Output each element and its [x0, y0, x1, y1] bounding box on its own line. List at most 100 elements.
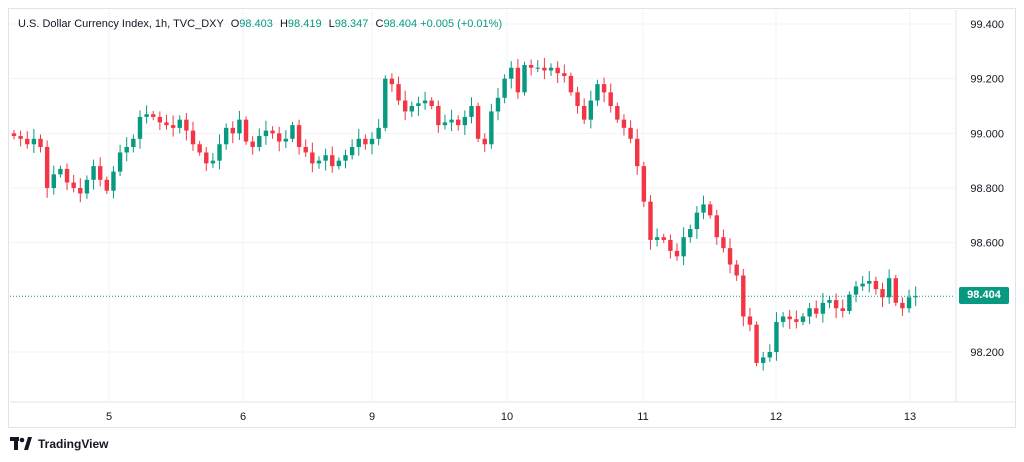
- candle-body: [124, 147, 129, 153]
- candle-body: [177, 119, 182, 128]
- x-tick-label: 13: [904, 411, 916, 423]
- high-value: 98.419: [287, 18, 322, 30]
- candle-body: [847, 294, 852, 311]
- x-tick-label: 10: [501, 411, 513, 423]
- candle-body: [257, 136, 262, 147]
- candle-body: [800, 316, 806, 322]
- candle-body: [436, 106, 441, 126]
- candle-body: [277, 133, 282, 142]
- x-tick-label: 9: [369, 411, 375, 423]
- candle-body: [814, 308, 819, 314]
- y-tick-label: 99.200: [970, 74, 1004, 86]
- candle-body: [635, 138, 640, 167]
- candle-body: [654, 237, 660, 240]
- candle-body: [827, 300, 832, 303]
- candle-body: [522, 65, 527, 93]
- tradingview-brand-text: TradingView: [38, 437, 109, 451]
- candle-body: [157, 116, 163, 123]
- candle-body: [747, 316, 753, 325]
- x-tick-label: 11: [637, 411, 648, 423]
- candle-body: [356, 138, 361, 147]
- close-label: C: [375, 18, 384, 30]
- y-tick-label: 99.000: [970, 128, 1004, 140]
- low-value: 98.347: [334, 18, 369, 30]
- candle-body: [628, 127, 633, 139]
- candle-body: [217, 144, 222, 161]
- candle-body: [542, 67, 547, 71]
- candle-body: [734, 264, 739, 276]
- candle-body: [104, 179, 110, 191]
- candle-body: [170, 125, 176, 128]
- y-tick-label: 98.800: [970, 183, 1004, 195]
- candle-body: [71, 182, 76, 188]
- candle-body: [409, 106, 414, 112]
- tradingview-logo-icon: [10, 437, 32, 450]
- high-label: H: [279, 18, 288, 30]
- candle-body: [64, 168, 70, 183]
- candle-body: [383, 78, 388, 128]
- candle-body: [555, 67, 560, 74]
- candle-body: [509, 67, 514, 79]
- candle-body: [528, 65, 534, 68]
- candle-body: [296, 125, 302, 147]
- candle-body: [376, 127, 381, 139]
- candle-body: [475, 106, 481, 139]
- candle-body: [774, 321, 779, 352]
- candle-body: [906, 297, 912, 309]
- candle-body: [422, 100, 428, 104]
- candle-body: [416, 103, 421, 106]
- candle-body: [190, 130, 196, 145]
- open-label: O: [230, 18, 240, 30]
- x-tick-label: 12: [770, 411, 782, 423]
- candle-body: [873, 280, 879, 290]
- candle-body: [18, 136, 23, 139]
- candle-body: [263, 130, 269, 137]
- candle-body: [495, 97, 501, 112]
- candle-body: [681, 237, 686, 257]
- candle-body: [58, 168, 63, 175]
- symbol-legend: U.S. Dollar Currency Index, 1h, TVC_DXY …: [18, 18, 502, 30]
- candle-body: [316, 160, 322, 164]
- price-axis: 99.400 99.200 99.000 98.800 98.600 98.200: [970, 19, 1004, 359]
- y-tick-label: 99.400: [970, 19, 1004, 31]
- candle-body: [535, 67, 540, 69]
- candle-body: [44, 147, 50, 188]
- candle-body: [893, 278, 898, 303]
- candle-body: [913, 296, 918, 298]
- candle-body: [562, 73, 567, 76]
- candle-body: [794, 319, 799, 322]
- candle-body: [568, 75, 574, 93]
- candle-body: [310, 152, 315, 164]
- chart-grid: [10, 10, 1015, 403]
- candle-body: [714, 215, 719, 238]
- candle-body: [336, 160, 342, 167]
- candle-body: [674, 250, 680, 257]
- candle-body: [853, 286, 859, 295]
- candles: [11, 57, 918, 371]
- candle-body: [840, 308, 845, 311]
- candle-body: [867, 280, 872, 284]
- candle-body: [661, 237, 666, 240]
- candle-body: [283, 138, 289, 142]
- candle-body: [820, 302, 826, 314]
- time-axis: 5 6 9 10 11 12 13: [106, 411, 916, 423]
- candle-body: [688, 229, 693, 238]
- candle-body: [184, 119, 189, 131]
- candle-body: [389, 78, 395, 85]
- candle-body: [11, 133, 17, 137]
- candle-body: [230, 127, 235, 134]
- low-label: L: [328, 18, 335, 30]
- tradingview-logo[interactable]: TradingView: [10, 437, 108, 451]
- candle-body: [250, 141, 255, 147]
- candle-body: [727, 248, 733, 265]
- candle-body: [323, 155, 328, 161]
- candle-body: [210, 160, 216, 164]
- candle-body: [621, 119, 627, 128]
- candle-body: [900, 302, 905, 309]
- candle-body: [25, 138, 30, 145]
- candle-body: [807, 308, 812, 317]
- candle-body: [701, 204, 706, 213]
- candle-body: [204, 152, 209, 164]
- candle-body: [880, 289, 885, 298]
